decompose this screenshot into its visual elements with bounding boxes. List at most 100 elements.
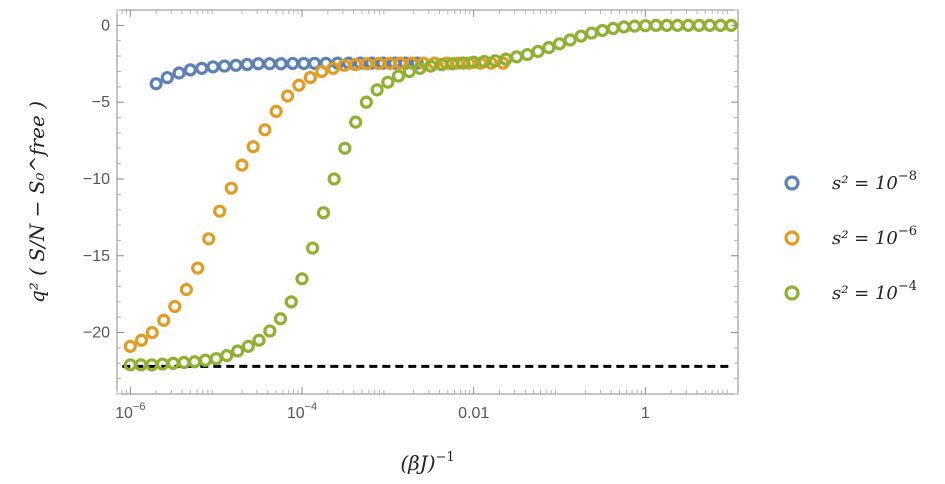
data-point bbox=[273, 312, 288, 326]
plot-border bbox=[116, 9, 739, 395]
data-point bbox=[692, 18, 706, 32]
data-point bbox=[292, 78, 306, 92]
data-point bbox=[703, 18, 717, 32]
legend: s² = 10−8 s² = 10−6 s² = 10−4 bbox=[784, 169, 917, 304]
y-tick-label: −5 bbox=[92, 94, 110, 111]
data-point bbox=[160, 70, 174, 85]
x-tick-label: 10−4 bbox=[287, 401, 317, 422]
x-axis-title: (βJ)−1 bbox=[400, 450, 454, 475]
data-point bbox=[206, 60, 220, 74]
legend-marker bbox=[784, 285, 800, 301]
x-tick-label: 10−6 bbox=[115, 401, 145, 422]
data-point bbox=[195, 61, 209, 75]
y-tick-label: 0 bbox=[101, 17, 110, 34]
data-point bbox=[155, 357, 170, 371]
data-point bbox=[574, 29, 588, 43]
data-point bbox=[269, 104, 283, 118]
legend-label: s² = 10−8 bbox=[832, 169, 917, 194]
y-axis-title: q² ( S/N − S₀^free ) bbox=[25, 101, 49, 303]
data-point bbox=[157, 313, 171, 327]
data-point bbox=[606, 21, 620, 36]
y-axis-label: q² ( S/N − S₀^free ) bbox=[25, 101, 49, 303]
data-point bbox=[281, 89, 295, 103]
data-point bbox=[252, 333, 266, 347]
x-tick-label: 1 bbox=[641, 405, 650, 422]
data-point bbox=[617, 20, 631, 34]
data-point bbox=[145, 325, 159, 340]
data-point bbox=[191, 261, 205, 275]
data-point bbox=[134, 333, 149, 347]
data-point bbox=[713, 18, 728, 32]
plot-frame bbox=[116, 9, 739, 395]
x-tick-label: 0.01 bbox=[458, 405, 489, 422]
data-point bbox=[286, 56, 300, 71]
data-point bbox=[258, 123, 272, 137]
data-point bbox=[123, 358, 137, 372]
data-point bbox=[231, 344, 245, 358]
data-point bbox=[531, 44, 545, 59]
y-axis-ticks: 0 −5 −10 −15 −20 bbox=[83, 9, 738, 395]
data-point bbox=[202, 232, 216, 246]
data-point bbox=[326, 61, 340, 75]
data-point bbox=[274, 57, 288, 71]
data-point bbox=[209, 352, 223, 366]
x-axis-label: (βJ)−1 bbox=[400, 450, 454, 475]
data-point bbox=[179, 282, 193, 297]
data-point bbox=[509, 50, 524, 64]
data-point bbox=[327, 172, 341, 186]
data-point bbox=[172, 66, 186, 80]
data-point bbox=[552, 37, 567, 51]
legend-label: s² = 10−6 bbox=[832, 224, 917, 249]
data-point bbox=[638, 19, 652, 33]
data-point bbox=[188, 355, 202, 369]
data-point bbox=[263, 324, 277, 338]
y-tick-label: −20 bbox=[83, 325, 110, 342]
data-point bbox=[240, 57, 254, 72]
data-point bbox=[235, 158, 249, 172]
data-point bbox=[229, 58, 243, 72]
data-point bbox=[295, 272, 309, 286]
legend-marker bbox=[784, 175, 800, 191]
data-point bbox=[145, 358, 159, 372]
data-point bbox=[520, 47, 534, 62]
x-axis-ticks: 10−6 10−4 0.01 1 bbox=[115, 10, 728, 422]
data-point bbox=[246, 140, 260, 154]
data-point bbox=[183, 63, 197, 77]
series-1 bbox=[123, 56, 510, 353]
data-point bbox=[303, 70, 317, 85]
data-point bbox=[284, 295, 298, 309]
data-point bbox=[563, 33, 577, 47]
data-point bbox=[224, 181, 238, 195]
data-point bbox=[251, 57, 265, 71]
data-point bbox=[402, 64, 416, 79]
data-point bbox=[338, 141, 352, 155]
data-point bbox=[370, 83, 384, 97]
data-point bbox=[241, 339, 255, 353]
data-point bbox=[306, 241, 320, 255]
data-point bbox=[263, 57, 277, 71]
data-point bbox=[595, 23, 610, 38]
data-point bbox=[123, 339, 137, 353]
data-point bbox=[149, 77, 163, 91]
legend-label: s² = 10−4 bbox=[832, 279, 917, 304]
data-point bbox=[649, 18, 663, 32]
data-point bbox=[628, 19, 642, 33]
data-point bbox=[542, 41, 556, 55]
data-point bbox=[681, 18, 695, 32]
data-point bbox=[670, 18, 685, 32]
data-point bbox=[359, 95, 373, 109]
series-2 bbox=[123, 18, 738, 372]
data-point bbox=[360, 57, 374, 71]
data-point bbox=[316, 206, 331, 220]
data-point bbox=[198, 353, 213, 367]
data-point bbox=[166, 356, 180, 370]
y-tick-label: −15 bbox=[83, 248, 110, 265]
data-point bbox=[349, 115, 363, 129]
y-tick-label: −10 bbox=[83, 171, 110, 188]
data-point bbox=[134, 358, 148, 372]
series-layer bbox=[123, 18, 738, 372]
data-point bbox=[391, 69, 406, 83]
data-point bbox=[168, 299, 182, 314]
data-point bbox=[177, 355, 191, 370]
